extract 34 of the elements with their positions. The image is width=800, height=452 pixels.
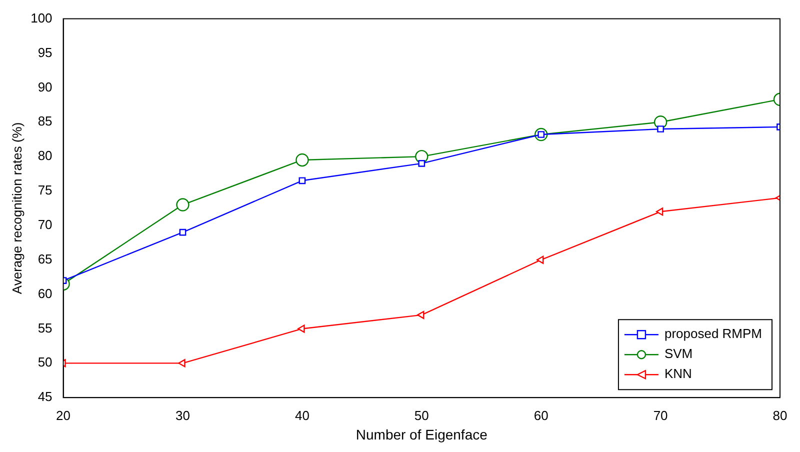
y-tick-label: 100 — [30, 10, 52, 26]
point — [418, 160, 426, 167]
y-tick-label: 70 — [38, 216, 52, 232]
y-tick-label: 95 — [38, 44, 52, 60]
point — [176, 198, 190, 212]
y-tick-label: 50 — [38, 354, 52, 370]
x-tick-label: 70 — [653, 408, 668, 423]
x-tick-label: 20 — [56, 408, 71, 423]
x-tick-label: 60 — [534, 408, 548, 423]
x-tick-label: 30 — [176, 408, 190, 423]
y-tick-label: 45 — [38, 389, 52, 404]
y-tick-label: 55 — [38, 320, 52, 336]
legend-label: proposed RMPM — [664, 326, 762, 342]
point — [656, 208, 664, 216]
point — [417, 310, 424, 320]
point — [298, 177, 306, 184]
y-tick-label: 65 — [38, 251, 52, 266]
y-tick-label: 90 — [38, 79, 52, 94]
y-tick-label: 75 — [38, 182, 52, 198]
x-tick-label: 50 — [414, 408, 429, 423]
point — [298, 324, 305, 333]
x-axis-title: Number of Eigenface — [356, 426, 488, 442]
legend-label: SVM — [664, 346, 693, 362]
legend-label: KNN — [664, 366, 692, 382]
y-tick-label: 80 — [38, 148, 52, 164]
point — [179, 228, 186, 236]
point — [657, 126, 664, 132]
x-tick-label: 40 — [294, 408, 310, 423]
y-tick-label: 85 — [38, 114, 52, 129]
x-tick-label: 80 — [772, 408, 788, 423]
point — [536, 256, 544, 264]
y-tick-label: 60 — [38, 286, 52, 301]
y-axis-title: Average recognition rates (%) — [9, 122, 24, 294]
point — [296, 153, 309, 167]
